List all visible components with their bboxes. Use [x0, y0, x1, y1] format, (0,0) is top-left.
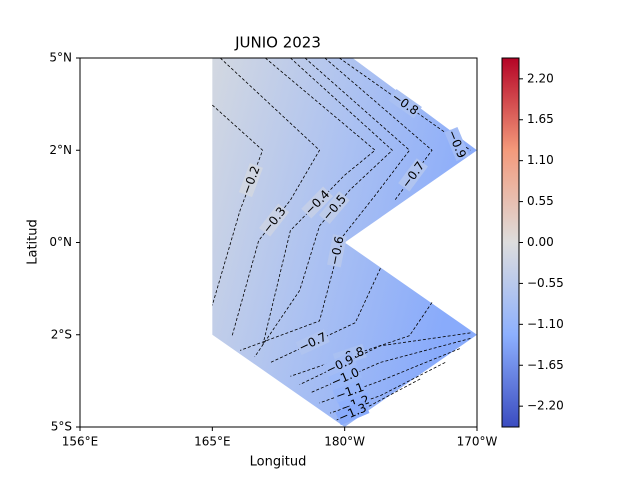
contour-label-bg: [259, 203, 290, 237]
colorbar-tick-label: 1.65: [527, 112, 554, 126]
contour-line: [319, 348, 460, 404]
contour-line: [211, 104, 264, 306]
contour-label: −0.6: [327, 235, 346, 266]
contour-line: [270, 268, 381, 363]
contour-label-group: −0.6: [327, 234, 347, 268]
y-tick-label: 5°S: [51, 420, 72, 434]
x-tick-label: 165°E: [194, 435, 231, 449]
contour-label-bg: [398, 158, 428, 192]
x-tick-label: 170°W: [457, 435, 498, 449]
contour-line: [290, 302, 433, 377]
contour-label-bg: [327, 234, 347, 268]
y-tick-label: 5°N: [49, 51, 72, 65]
colorbar-tick-label: 2.20: [527, 71, 554, 85]
y-tick-label: 2°N: [49, 143, 72, 157]
colorbar-tick-label: −0.55: [527, 276, 564, 290]
colorbar: [501, 57, 520, 428]
contour-label-bg: [238, 163, 263, 198]
y-axis-label: Latitud: [26, 219, 41, 265]
contour-line: [262, 58, 376, 346]
colorbar-tick-label: 1.10: [527, 153, 554, 167]
x-axis-label: Longitud: [250, 455, 307, 470]
contour-label-bg: [388, 89, 422, 119]
plot-area: −0.2−0.3−0.4−0.5−0.6−0.7−0.7−0.8−0.8−0.9…: [211, 58, 477, 427]
contour-line: [239, 58, 411, 351]
contour-label-bg: [444, 126, 470, 162]
contour-label-bg: [332, 379, 367, 404]
colorbar-tick-label: −1.10: [527, 317, 564, 331]
contour-line: [329, 362, 446, 414]
x-tick-label: 156°E: [62, 435, 99, 449]
contour-label-bg: [295, 329, 330, 356]
colorbar-tick-label: 0.00: [527, 235, 554, 249]
contour-label-bg: [301, 186, 334, 219]
contour-label-bg: [318, 191, 350, 224]
contour-line: [220, 58, 321, 336]
contour-label-bg: [322, 351, 357, 378]
contour-label-bg: [335, 400, 370, 426]
colorbar-tick-label: 0.55: [527, 194, 554, 208]
y-tick-label: 0°N: [49, 235, 72, 249]
y-tick-label: 2°S: [51, 327, 72, 341]
colorbar-tick-label: −2.20: [527, 399, 564, 413]
x-tick-label: 180°W: [324, 435, 365, 449]
contour-label-bg: [328, 364, 363, 390]
contour-line: [310, 338, 471, 394]
colorbar-tick-label: −1.65: [527, 358, 564, 372]
chart-title: JUNIO 2023: [234, 34, 321, 52]
